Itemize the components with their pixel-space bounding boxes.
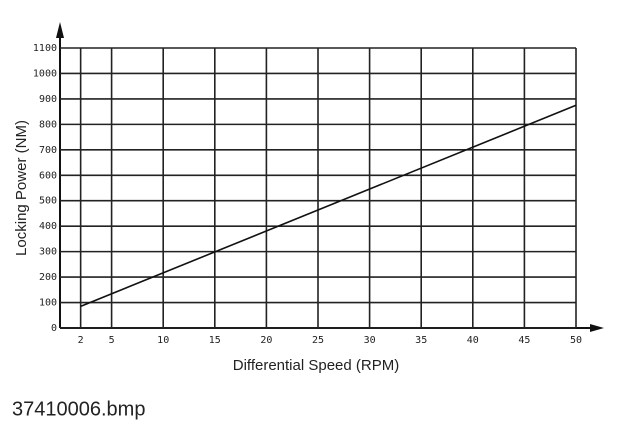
y-tick-label: 800 xyxy=(39,119,57,130)
y-axis-arrow xyxy=(56,22,64,38)
y-tick-label: 100 xyxy=(39,298,57,309)
x-tick-label: 15 xyxy=(209,335,221,346)
x-tick-label: 2 xyxy=(78,335,84,346)
x-tick-label: 10 xyxy=(157,335,169,346)
x-axis-arrow xyxy=(590,324,604,332)
y-tick-label: 1100 xyxy=(33,43,57,54)
y-tick-label: 600 xyxy=(39,170,57,181)
x-tick-label: 45 xyxy=(518,335,530,346)
x-tick-label: 20 xyxy=(260,335,272,346)
y-tick-label: 300 xyxy=(39,247,57,258)
y-tick-label: 400 xyxy=(39,221,57,232)
y-tick-label: 900 xyxy=(39,94,57,105)
caption: 37410006.bmp xyxy=(12,398,145,420)
x-axis-label: Differential Speed (RPM) xyxy=(233,357,399,374)
x-tick-label: 25 xyxy=(312,335,324,346)
x-tick-label: 5 xyxy=(109,335,115,346)
data-line xyxy=(80,104,577,308)
y-axis-label: Locking Power (NM) xyxy=(13,120,30,256)
x-tick-label: 35 xyxy=(415,335,427,346)
x-tick-label: 40 xyxy=(467,335,479,346)
y-tick-label: 700 xyxy=(39,145,57,156)
x-tick-label: 50 xyxy=(570,335,582,346)
y-tick-label: 500 xyxy=(39,196,57,207)
x-tick-label: 30 xyxy=(364,335,376,346)
y-tick-label: 200 xyxy=(39,272,57,283)
y-tick-label: 0 xyxy=(51,323,57,334)
y-tick-label: 1000 xyxy=(33,68,57,79)
